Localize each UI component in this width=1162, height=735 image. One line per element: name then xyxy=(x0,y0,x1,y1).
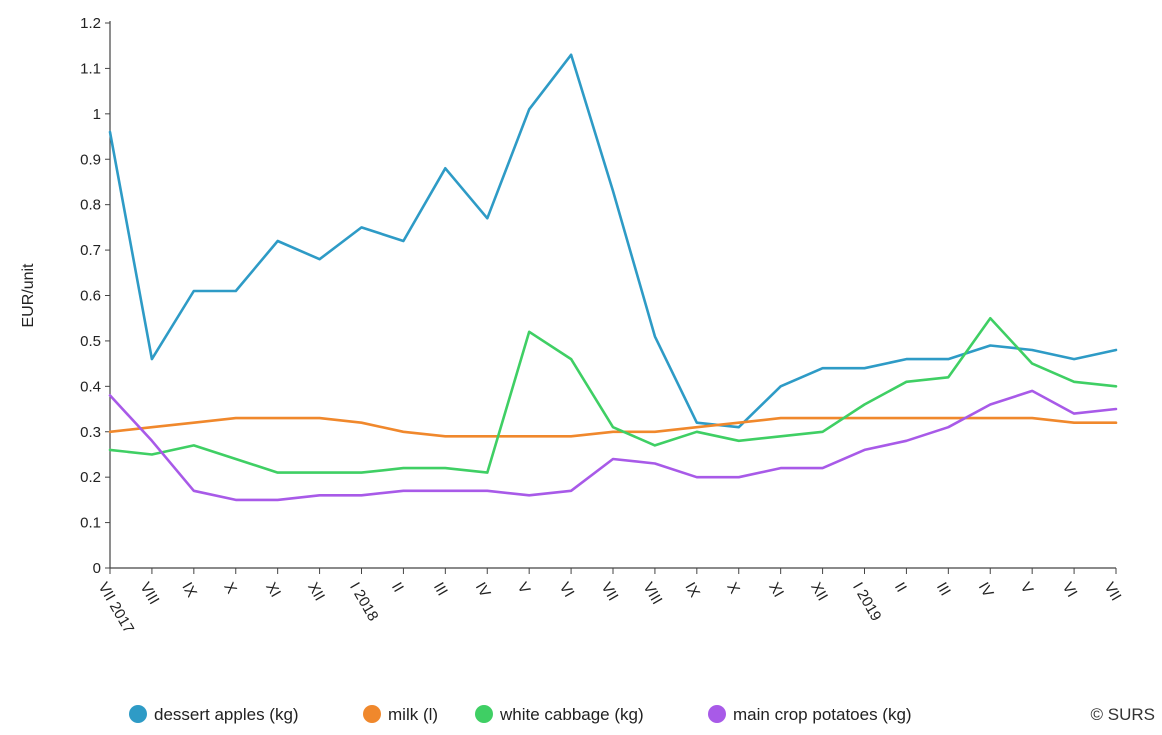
x-tick-label: XI xyxy=(765,580,787,601)
x-tick-label: I 2019 xyxy=(849,580,885,625)
x-tick-label: I 2018 xyxy=(346,580,382,625)
y-axis-ticks: 0 0.1 0.2 0.3 0.4 0.5 0.6 0.7 0.8 0.9 1 1.1 1.2 xyxy=(80,15,110,577)
legend-marker xyxy=(708,705,726,723)
legend: dessert apples (kg) milk (l) white cabbage… xyxy=(129,705,912,724)
y-tick-label: 0.1 xyxy=(80,515,101,532)
x-tick-label: XII xyxy=(807,580,831,604)
x-tick-label: VIII xyxy=(639,580,665,608)
x-tick-label: VII xyxy=(598,580,622,604)
series-line-4 xyxy=(108,389,1118,502)
x-tick-label: II xyxy=(891,580,910,596)
x-tick-label: X xyxy=(220,580,240,597)
legend-item[interactable]: dessert apples (kg) xyxy=(129,705,299,724)
x-tick-label: VII 2017 xyxy=(95,580,138,637)
x-tick-label: IV xyxy=(975,580,997,601)
legend-marker xyxy=(475,705,493,723)
x-tick-label: IX xyxy=(681,580,703,601)
y-tick-label: 1.1 xyxy=(80,60,101,77)
legend-label: dessert apples (kg) xyxy=(154,705,299,724)
x-axis-ticks: VII 2017 VIII IX X XI XII I 2018 II III IV V VI VII V… xyxy=(95,568,1125,637)
x-tick-label: VI xyxy=(556,580,578,601)
x-tick-label: V xyxy=(1017,580,1037,597)
x-tick-label: XII xyxy=(304,580,328,604)
x-tick-label: VII xyxy=(1101,580,1125,604)
y-tick-label: 0.8 xyxy=(80,197,101,214)
legend-label: main crop potatoes (kg) xyxy=(733,705,912,724)
y-tick-label: 0 xyxy=(93,560,101,577)
source-credit: © SURS xyxy=(1091,705,1155,724)
legend-marker xyxy=(363,705,381,723)
y-tick-label: 0.9 xyxy=(80,151,101,168)
y-tick-label: 0.2 xyxy=(80,469,101,486)
y-tick-label: 1 xyxy=(93,106,101,123)
y-tick-label: 0.6 xyxy=(80,288,101,305)
legend-label: milk (l) xyxy=(388,705,438,724)
legend-marker xyxy=(129,705,147,723)
x-tick-label: X xyxy=(723,580,743,597)
series-line-3 xyxy=(108,316,1118,474)
y-tick-label: 0.4 xyxy=(80,378,101,395)
axes xyxy=(109,21,1116,569)
series-line-2 xyxy=(108,416,1118,438)
x-tick-label: II xyxy=(388,580,407,596)
x-tick-label: III xyxy=(933,580,954,599)
x-tick-label: III xyxy=(430,580,451,599)
y-tick-label: 0.7 xyxy=(80,242,101,259)
x-tick-label: IX xyxy=(178,580,200,601)
x-tick-label: VIII xyxy=(136,580,162,608)
y-tick-label: 1.2 xyxy=(80,15,101,32)
x-tick-label: IV xyxy=(472,580,494,601)
series-line-1 xyxy=(108,53,1118,429)
y-tick-label: 0.3 xyxy=(80,424,101,441)
y-axis-label: EUR/unit xyxy=(20,263,37,328)
y-tick-label: 0.5 xyxy=(80,333,101,350)
series-lines xyxy=(108,53,1118,502)
legend-item[interactable]: white cabbage (kg) xyxy=(475,705,644,724)
x-tick-label: VI xyxy=(1059,580,1081,601)
legend-label: white cabbage (kg) xyxy=(499,705,644,724)
x-tick-label: V xyxy=(514,580,534,597)
legend-item[interactable]: milk (l) xyxy=(363,705,438,724)
x-tick-label: XI xyxy=(262,580,284,601)
legend-item[interactable]: main crop potatoes (kg) xyxy=(708,705,912,724)
